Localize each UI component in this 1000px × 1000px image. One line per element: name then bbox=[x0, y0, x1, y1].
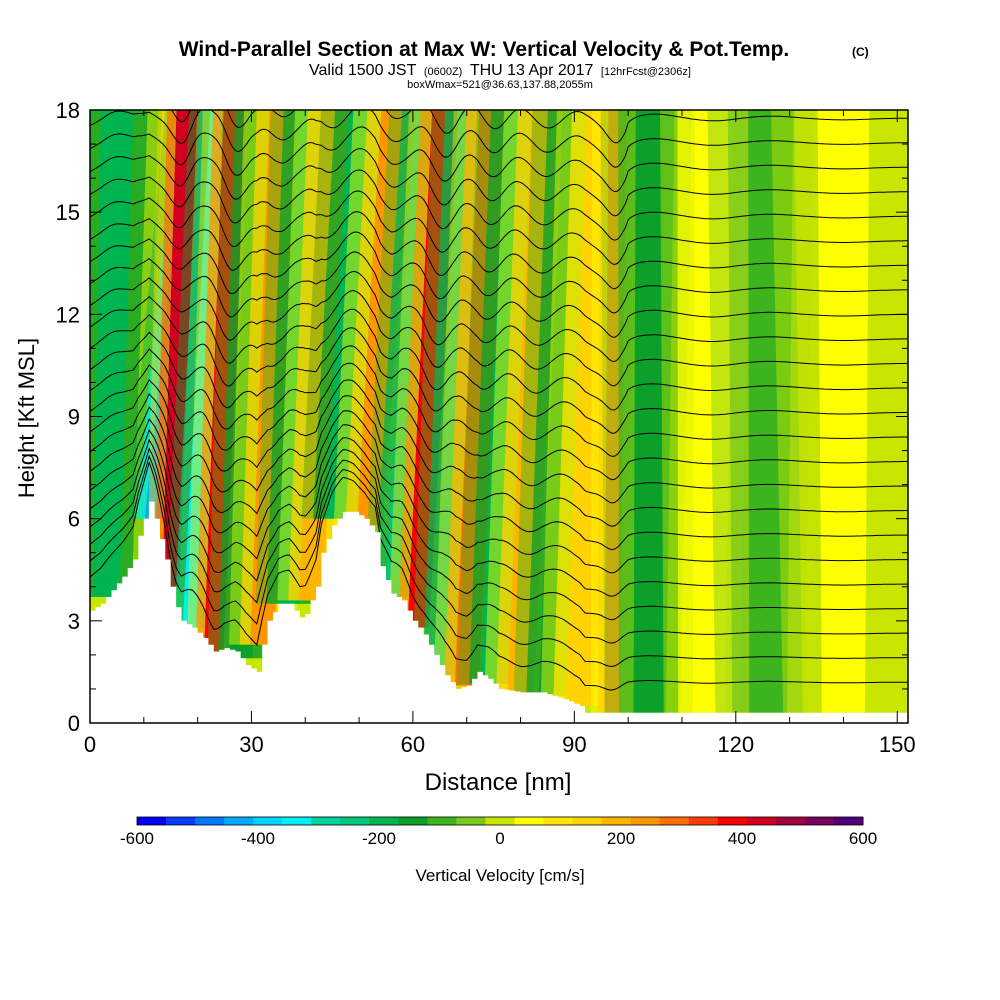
theta-contour-6 bbox=[90, 406, 908, 551]
colorbar-swatch-17 bbox=[630, 817, 661, 825]
colorbar-tick-label-4: 200 bbox=[607, 829, 635, 848]
theta-contour-5 bbox=[90, 418, 908, 574]
colorbar-swatch-6 bbox=[311, 817, 341, 825]
colorbar-swatch-1 bbox=[166, 817, 196, 825]
chart-title-mark: (C) bbox=[852, 45, 869, 59]
theta-contour-12 bbox=[90, 308, 908, 411]
theta-contour-23 bbox=[171, 110, 908, 144]
x-tick-label-30: 30 bbox=[239, 732, 263, 757]
theta-contour-17 bbox=[90, 211, 908, 290]
colorbar-swatch-24 bbox=[833, 817, 864, 825]
chart-subtitle-line: Valid 1500 JST (0600Z) THU 13 Apr 2017 [… bbox=[309, 62, 691, 79]
theta-contour-16 bbox=[90, 231, 908, 314]
w-band-22-level-2 bbox=[748, 110, 794, 713]
theta-contour-10 bbox=[90, 345, 908, 457]
colorbar-swatch-21 bbox=[746, 817, 777, 825]
y-tick-label-9: 9 bbox=[68, 405, 80, 430]
colorbar-swatch-14 bbox=[543, 817, 574, 825]
theta-contour-13 bbox=[90, 289, 908, 387]
vertical-velocity-field bbox=[90, 110, 908, 713]
colorbar-swatch-15 bbox=[572, 817, 603, 825]
colorbar-swatch-0 bbox=[137, 817, 167, 825]
forecast-info: [12hrFcst@2306z] bbox=[601, 66, 691, 78]
colorbar-swatch-2 bbox=[195, 817, 225, 825]
colorbar-tick-label-5: 400 bbox=[728, 829, 756, 848]
theta-contour-7 bbox=[90, 393, 908, 527]
colorbar-tick-label-0: -600 bbox=[120, 829, 154, 848]
colorbar-swatch-5 bbox=[282, 817, 312, 825]
valid-utc: (0600Z) bbox=[424, 66, 463, 78]
w-band-20-level-2 bbox=[633, 110, 675, 713]
colorbar-swatch-22 bbox=[775, 817, 806, 825]
theta-contour-11 bbox=[90, 327, 908, 434]
theta-contour-14 bbox=[90, 270, 908, 363]
pot-temp-contours bbox=[90, 110, 908, 691]
colorbar-tick-label-6: 600 bbox=[849, 829, 877, 848]
colorbar-swatch-16 bbox=[601, 817, 632, 825]
theta-contour-15 bbox=[90, 251, 908, 338]
x-axis-label: Distance [nm] bbox=[425, 769, 572, 796]
colorbar-swatch-12 bbox=[485, 817, 516, 825]
theta-contour-0 bbox=[90, 460, 908, 691]
colorbar-frame bbox=[136, 816, 864, 826]
colorbar-swatch-20 bbox=[717, 817, 748, 825]
y-tick-label-15: 15 bbox=[56, 200, 80, 225]
x-tick-label-90: 90 bbox=[562, 732, 586, 757]
y-tick-label-12: 12 bbox=[56, 302, 80, 327]
w-band-21-level-2 bbox=[692, 110, 734, 713]
theta-contour-2 bbox=[90, 447, 908, 644]
valid-time: Valid 1500 JST bbox=[309, 62, 417, 79]
theta-contour-8 bbox=[90, 379, 908, 504]
colorbar-swatch-9 bbox=[398, 817, 428, 825]
colorbar-tick-label-3: 0 bbox=[495, 829, 504, 848]
colorbar-swatch-18 bbox=[659, 817, 690, 825]
theta-contour-1 bbox=[90, 454, 908, 668]
theta-contour-3 bbox=[90, 438, 908, 621]
valid-date: THU 13 Apr 2017 bbox=[470, 62, 594, 79]
x-tick-label-0: 0 bbox=[84, 732, 96, 757]
x-tick-label-60: 60 bbox=[401, 732, 425, 757]
theta-contour-4 bbox=[90, 428, 908, 597]
chart-title: Wind-Parallel Section at Max W: Vertical… bbox=[179, 38, 790, 61]
theta-contour-9 bbox=[90, 362, 908, 481]
y-axis: 0 3 6 9 12 15 18 bbox=[56, 98, 908, 736]
theta-contour-21 bbox=[90, 126, 908, 193]
y-axis-label: Height [Kft MSL] bbox=[14, 338, 39, 498]
colorbar-swatch-11 bbox=[456, 817, 486, 825]
theta-contour-22 bbox=[90, 110, 908, 168]
x-tick-label-150: 150 bbox=[879, 732, 916, 757]
terrain-mask bbox=[90, 501, 908, 723]
colorbar: -600 -400 -200 0 200 400 600 bbox=[120, 816, 877, 848]
x-tick-label-120: 120 bbox=[717, 732, 754, 757]
y-tick-label-3: 3 bbox=[68, 609, 80, 634]
y-tick-label-0: 0 bbox=[68, 711, 80, 736]
colorbar-tick-label-1: -400 bbox=[241, 829, 275, 848]
colorbar-tick-label-2: -200 bbox=[362, 829, 396, 848]
colorbar-swatch-10 bbox=[427, 817, 457, 825]
w-band-23-level-2 bbox=[817, 110, 870, 713]
colorbar-swatch-4 bbox=[253, 817, 283, 825]
colorbar-swatch-8 bbox=[369, 817, 399, 825]
x-axis: 0 30 60 90 120 150 bbox=[84, 110, 916, 757]
theta-contour-19 bbox=[90, 169, 908, 241]
colorbar-label: Vertical Velocity [cm/s] bbox=[415, 866, 584, 885]
plot-area bbox=[90, 110, 908, 723]
colorbar-swatch-3 bbox=[224, 817, 254, 825]
colorbar-swatch-13 bbox=[514, 817, 545, 825]
y-tick-label-6: 6 bbox=[68, 507, 80, 532]
colorbar-swatch-23 bbox=[804, 817, 835, 825]
colorbar-swatch-7 bbox=[340, 817, 370, 825]
theta-contour-18 bbox=[90, 190, 908, 266]
theta-contour-20 bbox=[90, 148, 908, 217]
colorbar-swatch-19 bbox=[688, 817, 719, 825]
y-tick-label-18: 18 bbox=[56, 98, 80, 123]
box-wmax-info: boxWmax=521@36.63,137.88,2055m bbox=[407, 79, 593, 91]
w-band-2-level-2 bbox=[162, 110, 198, 587]
